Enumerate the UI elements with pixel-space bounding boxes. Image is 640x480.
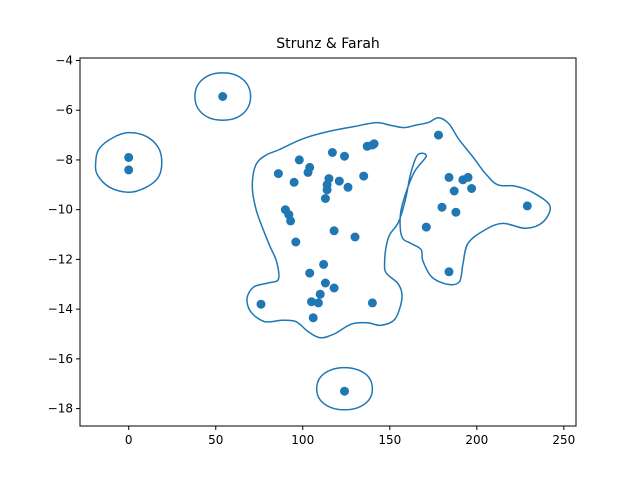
data-point bbox=[273, 169, 283, 179]
data-point bbox=[322, 185, 332, 195]
x-axis-ticks: 0 50 100 150 200 250 bbox=[125, 426, 575, 447]
y-tick-label: −18 bbox=[48, 402, 73, 416]
data-point bbox=[359, 171, 369, 181]
chart-title: Strunz & Farah bbox=[276, 36, 380, 52]
data-point bbox=[291, 237, 301, 247]
data-point bbox=[334, 176, 344, 186]
data-point bbox=[324, 174, 334, 184]
y-tick-label: −14 bbox=[48, 302, 73, 316]
data-point bbox=[522, 201, 532, 211]
y-axis-ticks: −4 −6 −8 −10 −12 −14 −16 −18 bbox=[48, 53, 80, 416]
data-point bbox=[289, 177, 299, 187]
data-point bbox=[305, 268, 315, 278]
data-point bbox=[286, 216, 296, 226]
x-tick-label: 150 bbox=[378, 433, 401, 447]
data-point bbox=[343, 182, 353, 192]
data-point bbox=[320, 194, 330, 203]
data-point bbox=[319, 259, 329, 269]
x-tick-label: 0 bbox=[125, 433, 133, 447]
data-point bbox=[369, 139, 379, 149]
data-point bbox=[437, 202, 447, 212]
data-point bbox=[467, 184, 477, 193]
data-point bbox=[124, 153, 134, 162]
data-point bbox=[434, 130, 443, 140]
data-point bbox=[313, 298, 323, 308]
data-point bbox=[340, 386, 349, 396]
data-point bbox=[124, 165, 134, 175]
y-tick-label: −12 bbox=[48, 252, 73, 266]
contour-bottom-cluster bbox=[315, 366, 374, 411]
contour-lines bbox=[94, 72, 552, 411]
data-point bbox=[451, 207, 461, 217]
data-point bbox=[340, 151, 349, 161]
data-point bbox=[305, 162, 315, 172]
data-point bbox=[449, 186, 459, 196]
data-point bbox=[327, 148, 337, 157]
x-tick-label: 250 bbox=[552, 433, 575, 447]
x-tick-label: 50 bbox=[208, 433, 223, 447]
data-point bbox=[308, 313, 318, 323]
data-point bbox=[444, 172, 454, 182]
data-point bbox=[307, 297, 316, 307]
data-points bbox=[124, 92, 532, 396]
y-tick-label: −4 bbox=[55, 53, 73, 67]
data-point bbox=[256, 299, 266, 309]
axes-frame bbox=[79, 57, 577, 427]
data-point bbox=[421, 222, 431, 232]
data-point bbox=[294, 155, 304, 165]
y-tick-label: −8 bbox=[55, 153, 73, 167]
data-point bbox=[315, 289, 325, 299]
y-tick-label: −16 bbox=[48, 352, 73, 366]
contour-left-cluster bbox=[94, 131, 163, 194]
y-tick-label: −10 bbox=[48, 203, 73, 217]
data-point bbox=[218, 92, 228, 101]
data-point bbox=[367, 298, 377, 308]
contour-top-cluster bbox=[194, 72, 252, 121]
data-point bbox=[329, 283, 339, 293]
data-point bbox=[329, 226, 339, 236]
x-tick-label: 200 bbox=[465, 433, 488, 447]
y-tick-label: −6 bbox=[55, 103, 73, 117]
contour-main-cluster bbox=[246, 116, 552, 339]
x-tick-label: 100 bbox=[291, 433, 314, 447]
data-point bbox=[463, 172, 473, 182]
data-point bbox=[444, 267, 454, 277]
data-point bbox=[350, 232, 360, 242]
data-point bbox=[320, 278, 330, 288]
